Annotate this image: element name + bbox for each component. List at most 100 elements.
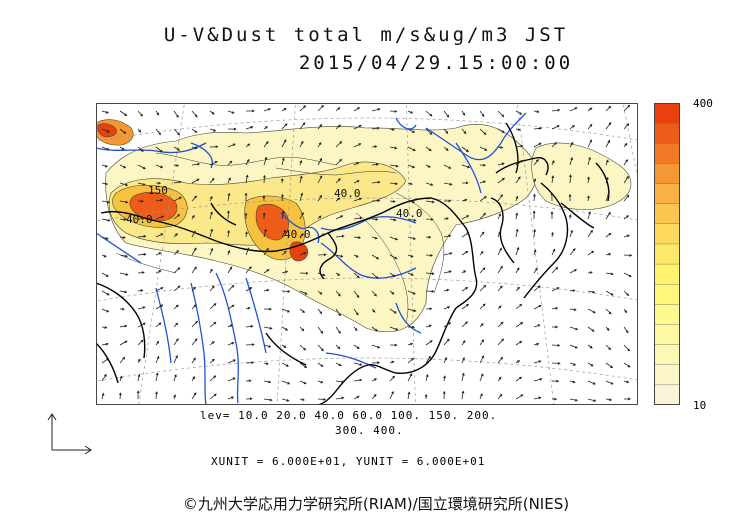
wind-arrow	[461, 110, 466, 116]
wind-arrow	[623, 272, 632, 277]
wind-arrow	[533, 126, 543, 130]
wind-arrow	[569, 269, 578, 274]
wind-arrow	[317, 157, 322, 166]
wind-arrow	[335, 344, 341, 350]
wind-arrow	[533, 378, 543, 382]
wind-arrow	[425, 272, 435, 276]
wind-arrow	[443, 322, 452, 328]
wind-arrow	[263, 362, 269, 365]
wind-arrow	[515, 286, 520, 292]
wind-arrow	[569, 248, 576, 256]
wind-arrow	[371, 108, 381, 112]
wind-arrow	[497, 265, 503, 274]
wind-arrow	[371, 344, 381, 349]
wind-arrow	[605, 159, 609, 166]
wind-arrow	[497, 231, 501, 238]
colorbar-cell	[654, 304, 680, 326]
wind-arrow	[191, 320, 198, 328]
wind-arrow	[623, 234, 630, 238]
wind-arrow	[119, 200, 129, 204]
wind-arrow	[443, 146, 449, 151]
wind-arrow	[209, 285, 215, 292]
wind-arrow	[425, 253, 434, 257]
wind-arrow	[443, 110, 450, 118]
wind-arrow	[569, 124, 575, 130]
wind-arrow	[479, 180, 487, 184]
wind-arrow	[479, 196, 487, 202]
wind-arrow	[479, 250, 484, 256]
wind-arrow	[587, 156, 591, 166]
wind-arrow	[568, 193, 572, 201]
wind-arrow	[389, 272, 396, 277]
wind-arrow	[173, 394, 176, 400]
wind-arrow	[389, 326, 399, 331]
wind-arrow	[335, 290, 341, 297]
wind-arrow	[497, 247, 502, 256]
wind-arrow	[623, 104, 631, 112]
wind-arrow	[155, 287, 164, 292]
wind-arrow	[299, 380, 307, 385]
wind-arrow	[281, 210, 285, 220]
wind-arrow	[623, 380, 630, 384]
wind-arrow	[245, 379, 252, 383]
wind-arrow	[389, 164, 399, 168]
wind-arrow	[407, 164, 416, 169]
wind-arrow	[191, 357, 196, 364]
wind-arrow	[209, 145, 219, 149]
rivers-layer	[96, 112, 527, 405]
wind-arrow	[605, 362, 614, 369]
wind-arrow	[515, 322, 524, 328]
vector-units: XUNIT = 6.000E+01, YUNIT = 6.000E+01	[211, 455, 486, 468]
wind-arrow	[497, 321, 504, 328]
wind-arrow	[227, 396, 235, 400]
wind-arrow	[623, 308, 628, 314]
wind-arrow	[281, 308, 291, 313]
wind-arrow	[515, 267, 520, 274]
wind-arrow	[353, 180, 360, 184]
wind-arrow	[569, 141, 574, 148]
wind-arrow	[101, 254, 107, 258]
wind-arrow	[299, 344, 307, 351]
wind-arrow	[263, 228, 267, 238]
wind-arrow	[299, 290, 308, 295]
wind-arrow	[587, 107, 593, 112]
wind-arrow	[119, 272, 129, 276]
wind-arrow	[425, 182, 434, 186]
wind-arrow	[281, 270, 289, 274]
wind-arrow	[425, 110, 433, 117]
wind-arrow	[299, 326, 305, 332]
wind-arrow	[137, 322, 146, 328]
wind-arrow	[262, 212, 266, 220]
wind-arrow	[569, 362, 577, 366]
wind-arrow	[623, 142, 628, 148]
wind-arrow	[317, 104, 324, 112]
wind-arrow	[227, 210, 230, 220]
wind-arrow	[119, 236, 126, 239]
wind-arrow	[137, 358, 141, 364]
wind-arrow	[191, 304, 197, 310]
wind-arrow	[155, 322, 162, 328]
wind-arrow	[155, 181, 162, 185]
wind-arrow	[407, 290, 416, 295]
wind-arrow	[353, 236, 362, 239]
colorbar-cell	[654, 203, 680, 225]
wind-arrow	[353, 344, 360, 349]
wind-arrow	[101, 146, 110, 151]
wind-arrow	[461, 164, 471, 169]
wind-arrow	[407, 128, 416, 133]
wind-arrow	[425, 146, 432, 152]
wind-arrow	[533, 228, 537, 238]
wind-arrow	[551, 343, 561, 347]
wind-arrow	[173, 128, 180, 136]
wind-arrow	[263, 126, 268, 130]
wind-arrow	[155, 340, 160, 346]
wind-arrow	[119, 110, 128, 116]
wind-arrow	[371, 180, 381, 184]
wind-arrow	[587, 123, 593, 130]
wind-arrow	[317, 253, 327, 257]
wind-arrow	[605, 326, 610, 331]
wind-arrow	[479, 267, 486, 274]
wind-arrow	[479, 284, 487, 292]
wind-arrow	[550, 192, 554, 202]
wind-arrow	[371, 236, 378, 240]
